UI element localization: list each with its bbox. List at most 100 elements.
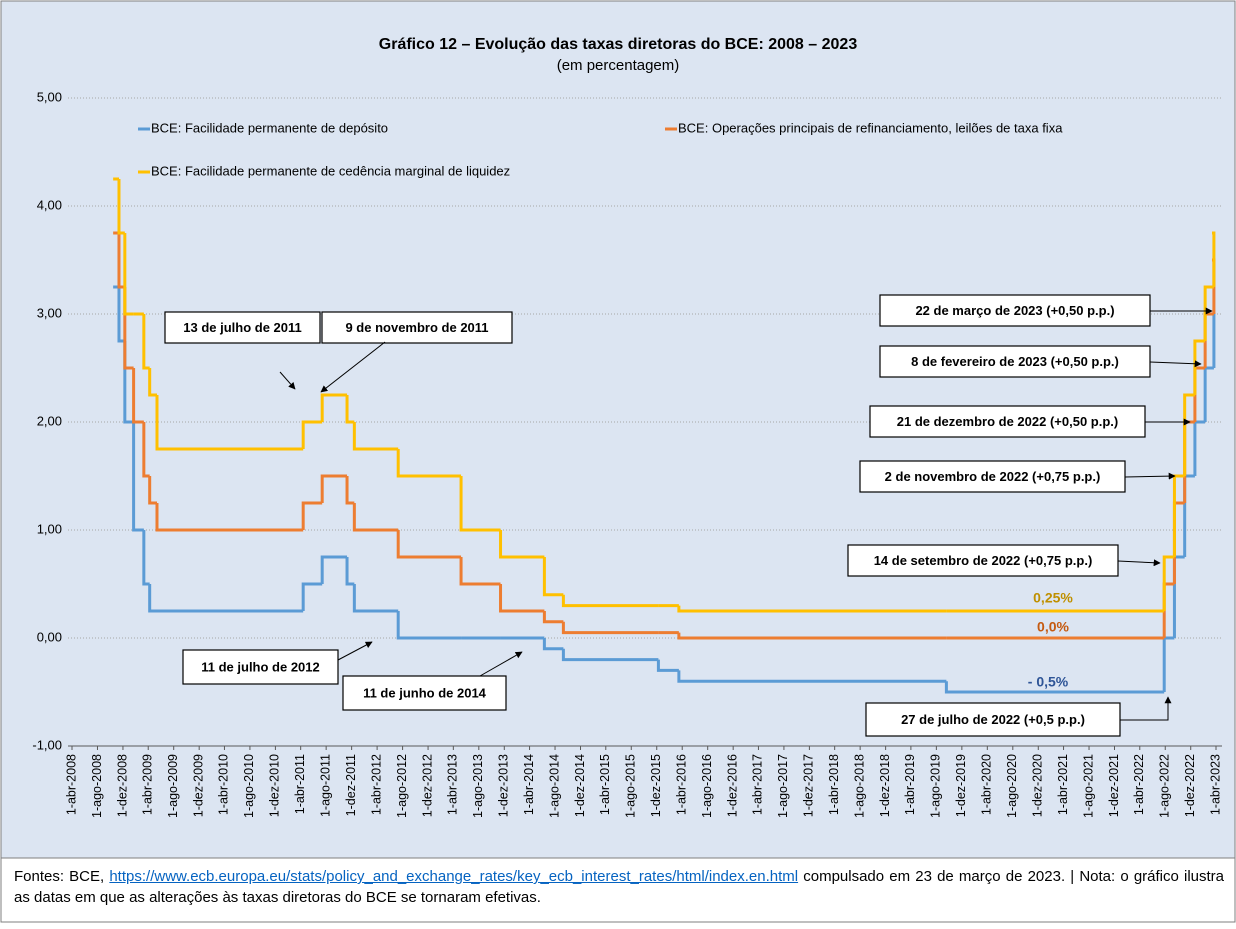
step-segment (132, 422, 144, 532)
x-tick-label: 1-abr-2019 (903, 754, 917, 815)
x-tick-label: 1-ago-2018 (852, 754, 866, 818)
footer-background (0, 857, 1236, 923)
x-tick-label: 1-abr-2023 (1208, 754, 1222, 815)
step-segment (320, 393, 348, 422)
x-tick-label: 1-ago-2019 (929, 754, 943, 818)
footer-note: compulsado em 23 de março de 2023. | Not… (14, 868, 1225, 906)
step-segment (396, 449, 462, 478)
x-tick-label: 1-dez-2020 (1031, 754, 1045, 817)
step-segment (320, 555, 348, 584)
annotation-box (321, 311, 513, 344)
x-tick-label: 1-dez-2014 (573, 754, 587, 817)
footer: Fontes: BCE, https://www.ecb.europa.eu/s… (14, 866, 1224, 908)
x-tick-label: 1-abr-2022 (1132, 754, 1146, 815)
x-tick-label: 1-ago-2020 (1005, 754, 1019, 818)
step-segment (117, 179, 125, 235)
x-tick-label: 1-abr-2020 (980, 754, 994, 815)
x-tick-label: 1-dez-2018 (878, 754, 892, 817)
step-segment (459, 557, 501, 586)
x-tick-label: 1-ago-2014 (547, 754, 561, 818)
x-tick-label: 1-dez-2015 (649, 754, 663, 817)
y-tick-label: 4,00 (37, 197, 62, 212)
x-tick-label: 1-abr-2017 (751, 754, 765, 815)
step-segment (301, 420, 323, 449)
x-tick-label: 1-ago-2016 (700, 754, 714, 818)
annotation-text: 13 de julho de 2011 (183, 320, 302, 335)
step-segment (301, 582, 323, 611)
x-tick-label: 1-abr-2015 (598, 754, 612, 815)
x-tick-label: 1-dez-2011 (344, 754, 358, 816)
x-tick-label: 1-abr-2014 (522, 754, 536, 815)
step-segment (561, 594, 659, 608)
step-segment (345, 557, 355, 586)
step-segment (1193, 339, 1206, 395)
x-tick-label: 1-dez-2013 (497, 754, 511, 817)
annotation-arrow (1120, 696, 1172, 721)
step-segment (677, 605, 947, 613)
chart-title: Gráfico 12 – Evolução das taxas diretora… (379, 36, 858, 53)
y-tick-label: 3,00 (37, 305, 62, 320)
x-tick-label: 1-dez-2016 (725, 754, 739, 817)
x-tick-label: 1-ago-2011 (318, 754, 332, 817)
x-tick-label: 1-abr-2012 (369, 754, 383, 815)
annotation-arrow (337, 641, 373, 661)
step-segment (1183, 393, 1195, 476)
step-segment (499, 584, 545, 613)
end-label: - 0,5% (1028, 674, 1069, 690)
annotation-text: 14 de setembro de 2022 (+0,75 p.p.) (874, 553, 1093, 568)
step-segment (155, 395, 304, 451)
end-label: 0,25% (1033, 590, 1073, 606)
x-tick-label: 1-abr-2016 (675, 754, 689, 815)
x-tick-label: 1-ago-2012 (395, 754, 409, 818)
annotation-box (342, 675, 507, 711)
step-segment (320, 474, 348, 503)
x-tick-label: 1-ago-2022 (1158, 754, 1172, 818)
step-segment (459, 476, 501, 532)
source-link[interactable]: https://www.ecb.europa.eu/stats/policy_a… (109, 868, 799, 885)
step-segment (345, 476, 355, 505)
annotation-text: 27 de julho de 2022 (+0,5 p.p.) (901, 712, 1085, 727)
step-segment (944, 681, 1165, 694)
step-segment (352, 503, 399, 532)
annotation-text: 11 de junho de 2014 (363, 685, 487, 700)
x-tick-label: 1-ago-2013 (471, 754, 485, 818)
x-tick-label: 1-dez-2012 (420, 754, 434, 817)
legend-label: BCE: Operações principais de refinanciam… (678, 120, 1063, 135)
step-segment (396, 611, 462, 640)
annotation-box (859, 460, 1126, 493)
x-tick-label: 1-ago-2008 (90, 754, 104, 818)
step-segment (352, 584, 399, 613)
x-tick-label: 1-dez-2010 (268, 754, 282, 817)
annotation-box (879, 345, 1151, 378)
step-segment (155, 503, 304, 532)
x-tick-label: 1-dez-2017 (802, 754, 816, 817)
x-tick-label: 1-abr-2011 (293, 754, 307, 814)
annotation-text: 9 de novembro de 2011 (345, 320, 488, 335)
step-segment (345, 395, 355, 424)
step-segment (677, 632, 947, 640)
step-segment (123, 233, 134, 316)
annotation-arrow (320, 341, 386, 393)
annotation-box (869, 405, 1146, 438)
step-segment (117, 233, 125, 289)
annotation-text: 22 de março de 2023 (+0,50 p.p.) (915, 303, 1114, 318)
annotation-box (182, 649, 339, 685)
step-segment (542, 638, 564, 651)
step-segment (352, 422, 399, 451)
step-segment (148, 476, 157, 505)
step-segment (396, 530, 462, 559)
annotation-box (164, 311, 321, 344)
step-segment (301, 501, 323, 530)
y-tick-label: 2,00 (37, 413, 62, 428)
step-segment (656, 659, 679, 672)
x-tick-label: 1-dez-2009 (191, 754, 205, 817)
x-tick-label: 1-ago-2021 (1081, 754, 1095, 818)
annotation-text: 21 de dezembro de 2022 (+0,50 p.p.) (897, 414, 1118, 429)
x-tick-label: 1-ago-2015 (624, 754, 638, 818)
chart-subtitle: (em percentagem) (557, 57, 680, 74)
x-tick-label: 1-dez-2019 (954, 754, 968, 817)
y-tick-label: 0,00 (37, 629, 62, 644)
step-segment (1162, 555, 1175, 611)
source-label: Fontes: BCE, (14, 868, 105, 885)
